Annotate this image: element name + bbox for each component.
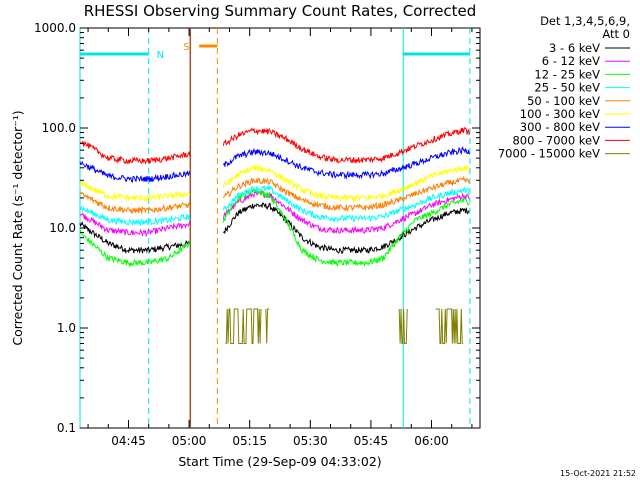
- series-line: [79, 221, 191, 255]
- x-axis-label: Start Time (29-Sep-09 04:33:02): [178, 454, 381, 469]
- series-line: [79, 160, 191, 183]
- series-line: [265, 308, 270, 344]
- series-line: [223, 202, 470, 255]
- series-line: [398, 308, 408, 344]
- x-tick-label: 06:00: [414, 434, 449, 448]
- series-line: [222, 126, 470, 165]
- axes-layer: 0.1 1.0 10.0 100.0 1000.0 04:45 05:00 05:15 05:3…: [34, 21, 480, 448]
- timestamp: 15-Oct-2021 21:52: [560, 469, 636, 478]
- x-tick-label: 04:45: [111, 434, 146, 448]
- series-line: [79, 205, 191, 227]
- series-line: [79, 181, 191, 203]
- legend-item-label: 3 - 6 keV: [549, 41, 600, 55]
- legend-detectors-line1: Det 1,3,4,5,6,9,: [540, 14, 630, 28]
- series-line: [222, 163, 470, 203]
- legend-item-label: 50 - 100 keV: [527, 94, 600, 108]
- legend-item-label: 6 - 12 keV: [542, 54, 600, 68]
- series-line: [79, 140, 191, 165]
- y-tick-label: 0.1: [57, 421, 76, 435]
- night-flag-label: N: [157, 50, 164, 61]
- x-tick-label: 05:30: [293, 434, 328, 448]
- series-layer: [79, 126, 470, 344]
- series-line: [222, 189, 470, 235]
- y-axis-label: Corrected Count Rate (s⁻¹ detector⁻¹): [10, 110, 25, 345]
- legend-item-label: 800 - 7000 keV: [512, 133, 600, 147]
- plot-frame: [79, 27, 481, 429]
- series-line: [222, 146, 470, 180]
- x-tick-label: 05:45: [354, 434, 389, 448]
- legend-item-label: 25 - 50 keV: [534, 81, 600, 95]
- saa-flag-label: S: [183, 42, 189, 53]
- series-line: [222, 187, 470, 267]
- series-line: [79, 212, 191, 238]
- x-tick-label: 05:15: [232, 434, 267, 448]
- legend-detectors-line2: Att 0: [602, 27, 630, 41]
- y-tick-label: 10.0: [49, 221, 76, 235]
- series-line: [79, 191, 191, 214]
- series-line: [222, 175, 470, 212]
- y-tick-label: 1000.0: [34, 21, 76, 35]
- legend-item-label: 100 - 300 keV: [520, 107, 600, 121]
- series-line: [225, 308, 262, 344]
- y-tick-label: 100.0: [42, 121, 76, 135]
- legend-item-label: 12 - 25 keV: [534, 67, 600, 81]
- legend-item-label: 7000 - 15000 keV: [498, 147, 600, 161]
- series-line: [222, 184, 470, 223]
- legend-item-label: 300 - 800 keV: [520, 120, 600, 134]
- series-line: [79, 229, 191, 268]
- series-line: [435, 308, 464, 344]
- flags-layer: NS: [79, 28, 471, 428]
- x-tick-label: 05:00: [172, 434, 207, 448]
- y-tick-label: 1.0: [57, 321, 76, 335]
- chart-title: RHESSI Observing Summary Count Rates, Co…: [84, 2, 477, 20]
